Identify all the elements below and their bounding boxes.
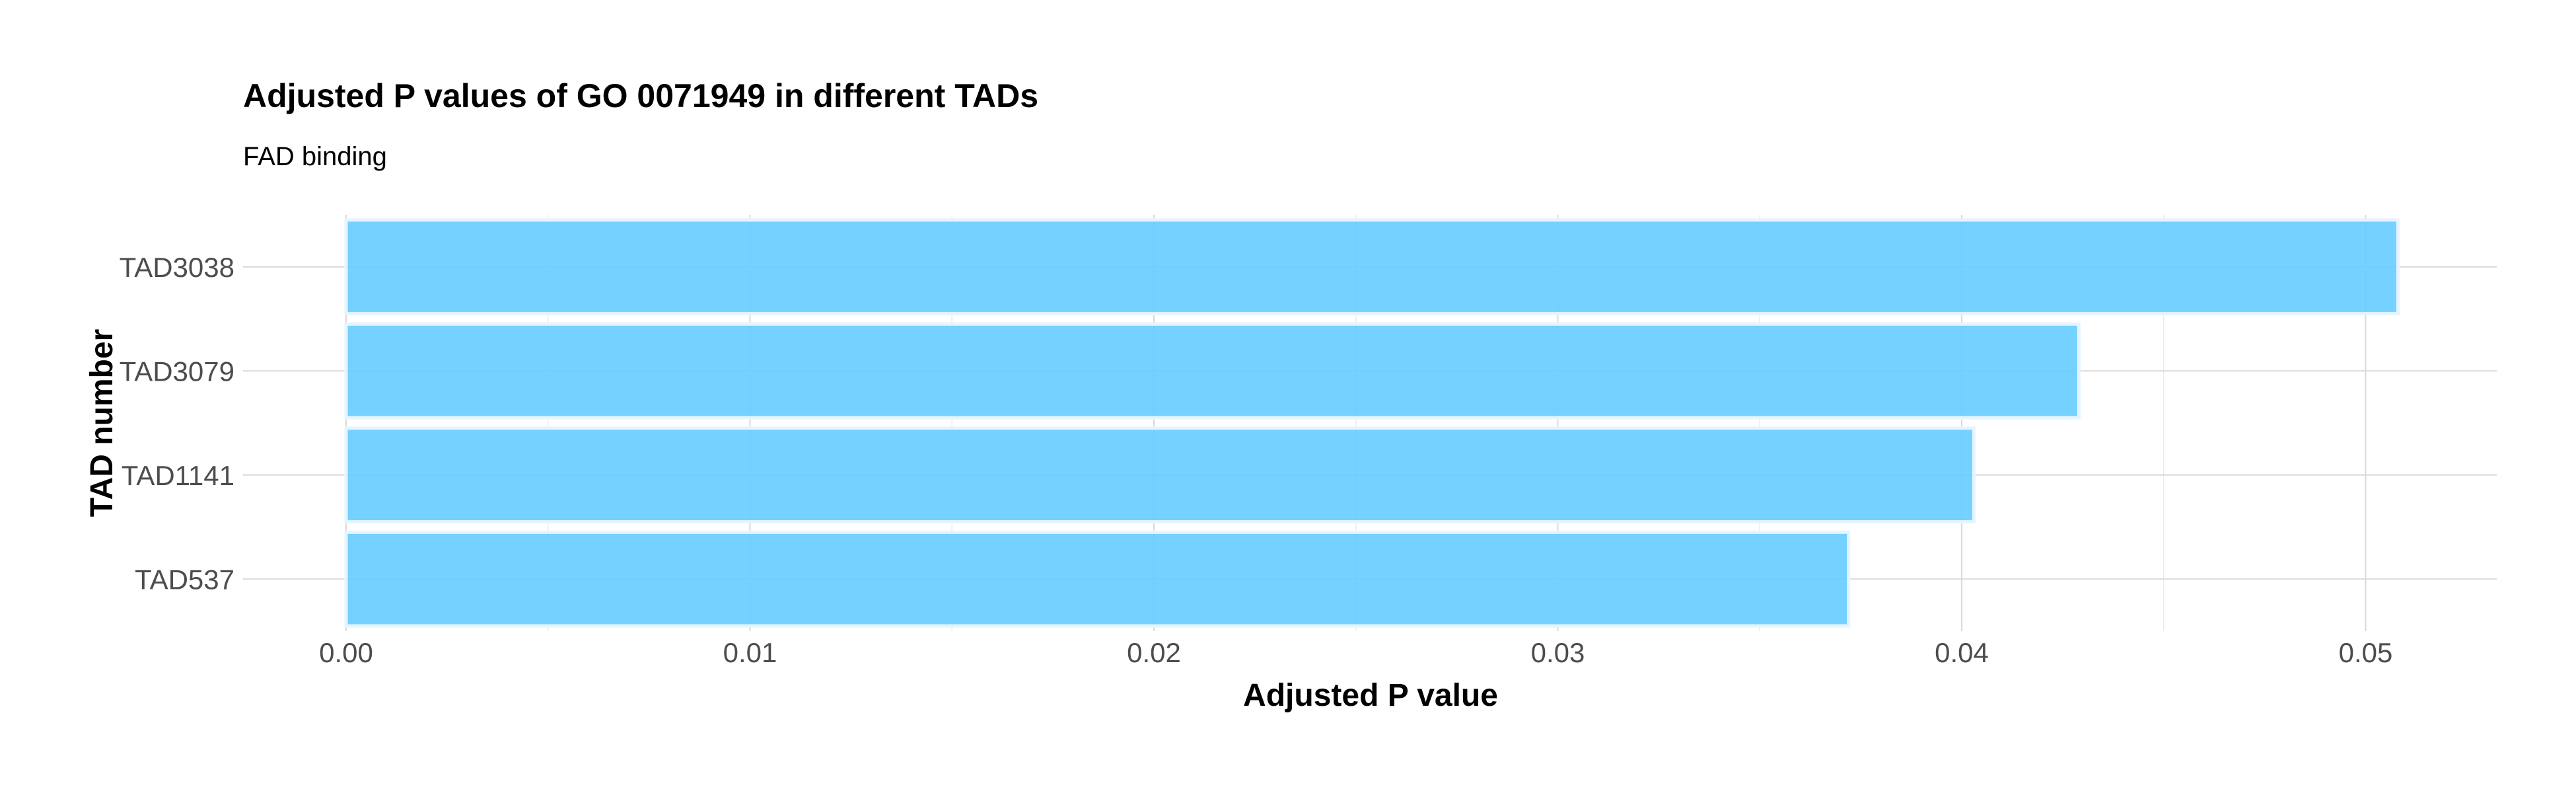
x-axis-title: Adjusted P value [1243,678,1498,713]
x-tick-label: 0.00 [319,637,373,668]
y-tick-label: TAD1141 [122,460,234,491]
x-tick-labels: 0.00 0.01 0.02 0.03 0.04 0.05 [319,637,2392,668]
bar [344,426,1976,524]
y-tick-label: TAD537 [135,564,234,595]
bar [344,530,1851,628]
y-tick-labels: TAD3038 TAD3079 TAD1141 TAD537 [120,252,234,595]
bar [344,322,2081,420]
x-tick-label: 0.04 [1935,637,1989,668]
chart-title: Adjusted P values of GO 0071949 in diffe… [243,77,1038,114]
x-tick-label: 0.05 [2339,637,2393,668]
bars [344,218,2400,628]
y-tick-label: TAD3079 [120,356,234,387]
x-tick-label: 0.02 [1127,637,1181,668]
y-tick-label: TAD3038 [120,252,234,283]
x-tick-label: 0.03 [1531,637,1585,668]
chart-subtitle: FAD binding [243,142,387,171]
x-tick-label: 0.01 [723,637,777,668]
bar [344,218,2400,316]
y-axis-title: TAD number [85,329,120,517]
